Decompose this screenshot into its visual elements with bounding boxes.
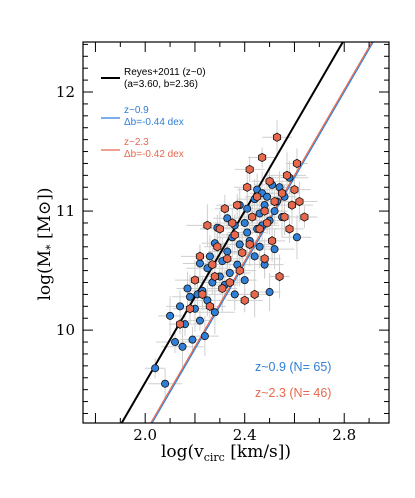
point-z09 [292,233,301,242]
point-z09 [255,242,264,251]
data-points [151,132,309,388]
point-z09 [243,204,252,213]
point-z23 [198,289,207,300]
point-z23 [220,204,229,214]
point-z09 [240,218,249,227]
point-z23 [235,265,244,276]
point-z23 [275,271,284,282]
point-z09 [235,240,244,249]
point-z23 [287,200,297,210]
point-z23 [255,224,264,234]
point-z09 [200,332,209,341]
point-z23 [218,283,227,294]
plot-frame [82,41,390,424]
point-z23 [258,152,267,163]
point-z23 [230,230,239,240]
y-tick-label: 10 [56,321,75,339]
point-z23 [243,182,252,192]
count-label-z23: z~2.3 (N= 46) [255,386,331,400]
y-axis-label: log(M* [M⊙]) [35,187,57,300]
point-z23 [233,200,242,210]
fit-line-z09-fit [151,41,374,424]
x-tick-label: 2.4 [233,426,257,444]
point-z09 [270,245,279,254]
point-z09 [223,214,232,223]
tick-labels: 2.0 2.4 2.8 10 11 12 [56,83,356,444]
point-z23 [203,220,212,231]
point-z23 [277,188,287,198]
point-z23 [295,196,304,207]
point-z23 [260,254,269,264]
point-z23 [270,196,279,207]
point-z09 [210,308,219,317]
point-z23 [190,275,199,285]
point-z23 [280,212,289,222]
point-z23 [292,158,301,169]
point-z09 [243,228,252,237]
point-z09 [263,192,272,201]
point-z23 [263,218,272,228]
point-z23 [248,212,257,222]
point-z23 [175,319,185,329]
point-z23 [245,239,254,250]
legend-label-z23: z~2.3 [124,137,149,148]
legend-sublabel-reyes: (a=3.60, b=2.36) [124,79,198,90]
point-z23 [213,242,222,252]
point-z09 [188,335,197,344]
point-z23 [208,259,217,270]
point-z23 [228,218,237,228]
axis-ticks [83,42,389,423]
point-z09 [178,342,187,351]
point-z23 [185,304,195,314]
y-tick-label: 11 [56,202,75,220]
point-z09 [240,276,249,285]
point-z23 [225,277,234,288]
point-z09 [185,292,194,301]
point-z23 [238,248,247,258]
legend-sublabel-z09: Δb=-0.44 dex [124,117,184,128]
x-tick-label: 2.0 [133,426,157,444]
point-z09 [176,302,185,311]
point-z23 [282,170,292,181]
x-axis-label: log(vcirc [km/s]) [161,442,291,464]
point-z09 [205,252,214,261]
legend-label-reyes: Reyes+2011 (z~0) [124,67,206,78]
point-z09 [265,288,274,297]
point-z09 [270,207,279,216]
point-z23 [240,295,249,306]
point-z23 [253,192,262,202]
point-z09 [171,338,180,347]
legend: Reyes+2011 (z~0) (a=3.60, b=2.36) z~0.9 … [101,67,206,160]
point-z23 [290,184,299,195]
legend-label-z09: z~0.9 [124,105,149,116]
point-z09 [151,364,160,373]
point-z09 [161,379,170,388]
point-z23 [245,164,254,175]
point-z23 [205,301,214,311]
point-z23 [260,206,269,216]
point-z09 [195,316,204,325]
point-z09 [230,290,239,299]
point-z23 [273,132,282,142]
point-z23 [223,254,232,264]
point-z23 [195,251,204,261]
point-z09 [225,268,234,277]
point-z23 [285,224,294,234]
point-z23 [215,224,224,234]
point-z23 [210,271,219,282]
legend-sublabel-z23: Δb=-0.42 dex [124,149,184,160]
point-z09 [183,284,192,293]
y-tick-label: 12 [56,83,75,101]
point-z23 [300,212,309,222]
point-z09 [166,311,175,320]
count-label-z09: z~0.9 (N= 65) [255,360,331,374]
point-z09 [250,252,259,261]
point-z23 [268,236,277,246]
point-z23 [265,176,274,186]
point-z23 [250,289,259,300]
x-tick-label: 2.8 [332,426,356,444]
